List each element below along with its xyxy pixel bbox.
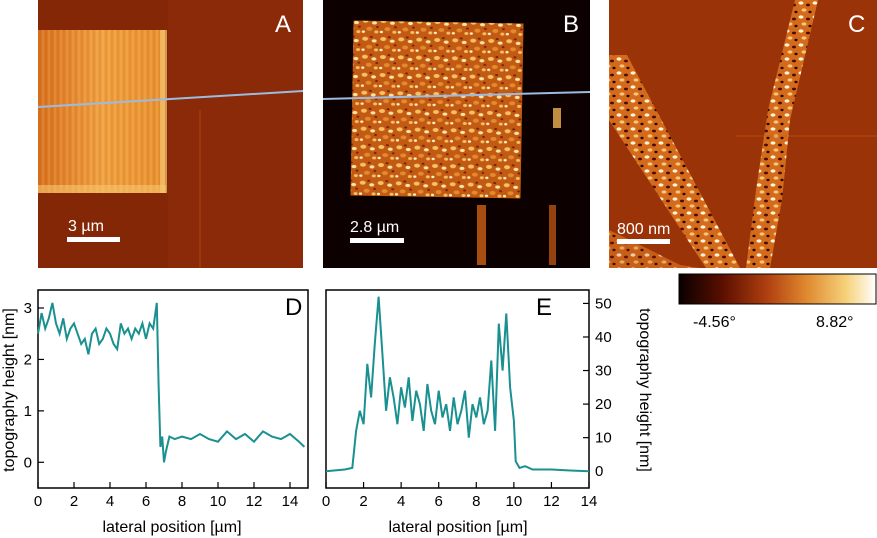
panel-c-image: 800 nm C xyxy=(609,0,877,268)
chart-e-frame xyxy=(325,289,590,489)
e-ytick-label: 50 xyxy=(595,295,612,312)
d-xtick-label: 14 xyxy=(282,493,299,510)
panel-a-image: 3 µm A xyxy=(37,0,304,268)
chart-e-series-line xyxy=(325,296,590,473)
panel-c-letter: C xyxy=(848,11,865,38)
chart-d-series-line xyxy=(37,302,306,463)
colorbar: -4.56° 8.82° xyxy=(678,273,877,331)
chart-e-xlabel: lateral position [µm] xyxy=(388,519,527,536)
d-xtick-label: 6 xyxy=(142,493,150,510)
d-xtick-label: 12 xyxy=(246,493,263,510)
e-ytick-label: 40 xyxy=(595,329,612,346)
e-xtick-label: 2 xyxy=(359,493,367,510)
d-xtick-label: 0 xyxy=(34,493,42,510)
colorbar-gradient xyxy=(678,273,877,305)
d-ytick-label: 1 xyxy=(24,403,32,420)
panel-a-letter: A xyxy=(275,11,291,38)
e-xtick-label: 0 xyxy=(322,493,330,510)
e-ytick-label: 30 xyxy=(595,363,612,380)
panel-b-image: 2.8 µm B xyxy=(322,0,591,268)
e-xtick-label: 12 xyxy=(543,493,560,510)
panel-b-letter: B xyxy=(563,11,579,38)
d-ytick-label: 3 xyxy=(24,300,32,317)
chart-e: 0 2 4 6 8 10 12 14 0 10 20 30 40 50 E lateral positi… xyxy=(322,289,653,536)
panel-b-scalebar xyxy=(350,238,404,243)
e-xtick-label: 6 xyxy=(435,493,443,510)
panel-b-cut-line xyxy=(322,91,591,100)
e-xtick-label: 4 xyxy=(397,493,405,510)
e-xtick-label: 8 xyxy=(472,493,480,510)
panel-a-cut-line xyxy=(37,90,304,108)
d-ytick-label: 0 xyxy=(24,454,32,471)
d-xtick-label: 10 xyxy=(210,493,227,510)
e-xtick-label: 14 xyxy=(581,493,598,510)
chart-d-ylabel: topography height [nm] xyxy=(1,308,18,472)
panel-b-scalebar-label: 2.8 µm xyxy=(350,219,399,236)
chart-e-ylabel: topography height [nm] xyxy=(636,308,653,472)
d-xtick-label: 2 xyxy=(70,493,78,510)
d-xtick-label: 8 xyxy=(178,493,186,510)
chart-d-frame xyxy=(37,289,309,489)
colorbar-max-label: 8.82° xyxy=(816,314,854,331)
chart-d-letter: D xyxy=(285,294,302,321)
chart-e-letter: E xyxy=(536,294,552,321)
e-ytick-label: 10 xyxy=(595,430,612,447)
panel-c-scalebar-label: 800 nm xyxy=(617,221,670,238)
panel-a-scalebar-label: 3 µm xyxy=(68,218,104,235)
panel-c-scalebar xyxy=(617,239,670,244)
d-ytick-label: 2 xyxy=(24,351,32,368)
e-ytick-label: 0 xyxy=(595,463,603,480)
colorbar-min-label: -4.56° xyxy=(693,314,736,331)
e-xtick-label: 10 xyxy=(506,493,523,510)
e-ytick-label: 20 xyxy=(595,396,612,413)
d-xtick-label: 4 xyxy=(106,493,114,510)
panel-a-scalebar xyxy=(67,237,120,242)
chart-d-xlabel: lateral position [µm] xyxy=(102,519,241,536)
